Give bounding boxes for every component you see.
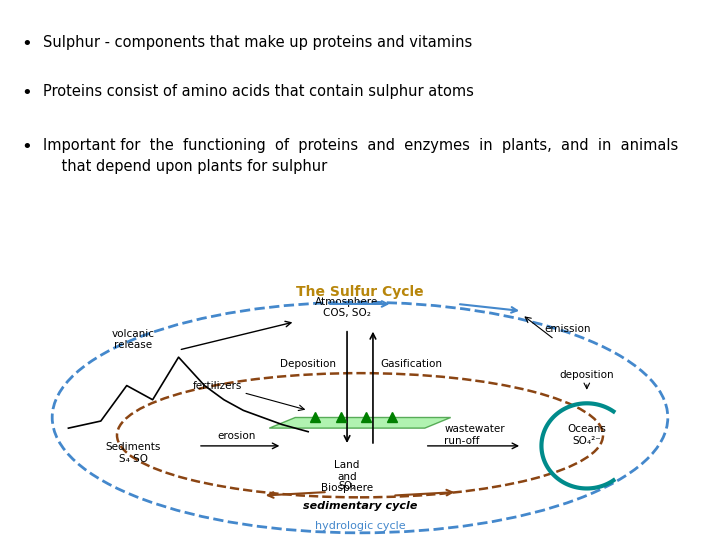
Text: Proteins consist of amino acids that contain sulphur atoms: Proteins consist of amino acids that con…: [43, 84, 474, 99]
Text: deposition: deposition: [559, 370, 614, 380]
Text: volcanic
release: volcanic release: [112, 329, 155, 350]
Text: erosion: erosion: [217, 430, 256, 441]
Text: Gasification: Gasification: [381, 359, 443, 369]
Text: sedimentary cycle: sedimentary cycle: [303, 501, 417, 511]
Text: SO₂: SO₂: [338, 481, 356, 491]
Text: hydrologic cycle: hydrologic cycle: [315, 521, 405, 531]
Text: •: •: [22, 35, 32, 53]
Text: Atmosphere
COS, SO₂: Atmosphere COS, SO₂: [315, 296, 379, 318]
Text: emission: emission: [544, 324, 590, 334]
Text: Sediments
S₄ SO: Sediments S₄ SO: [106, 442, 161, 464]
Text: The Sulfur Cycle: The Sulfur Cycle: [296, 285, 424, 299]
Text: Land
and
Biosphere: Land and Biosphere: [321, 460, 373, 493]
Text: •: •: [22, 138, 32, 156]
Text: Sulphur - components that make up proteins and vitamins: Sulphur - components that make up protei…: [43, 35, 472, 50]
Text: •: •: [22, 84, 32, 102]
Text: fertilizers: fertilizers: [193, 381, 242, 390]
Text: Deposition: Deposition: [280, 359, 336, 369]
Text: Oceans
SO₄²⁻: Oceans SO₄²⁻: [567, 424, 606, 446]
Text: wastewater
run-off: wastewater run-off: [444, 424, 505, 446]
Text: Important for  the  functioning  of  proteins  and  enzymes  in  plants,  and  i: Important for the functioning of protein…: [43, 138, 678, 174]
Polygon shape: [269, 417, 451, 428]
